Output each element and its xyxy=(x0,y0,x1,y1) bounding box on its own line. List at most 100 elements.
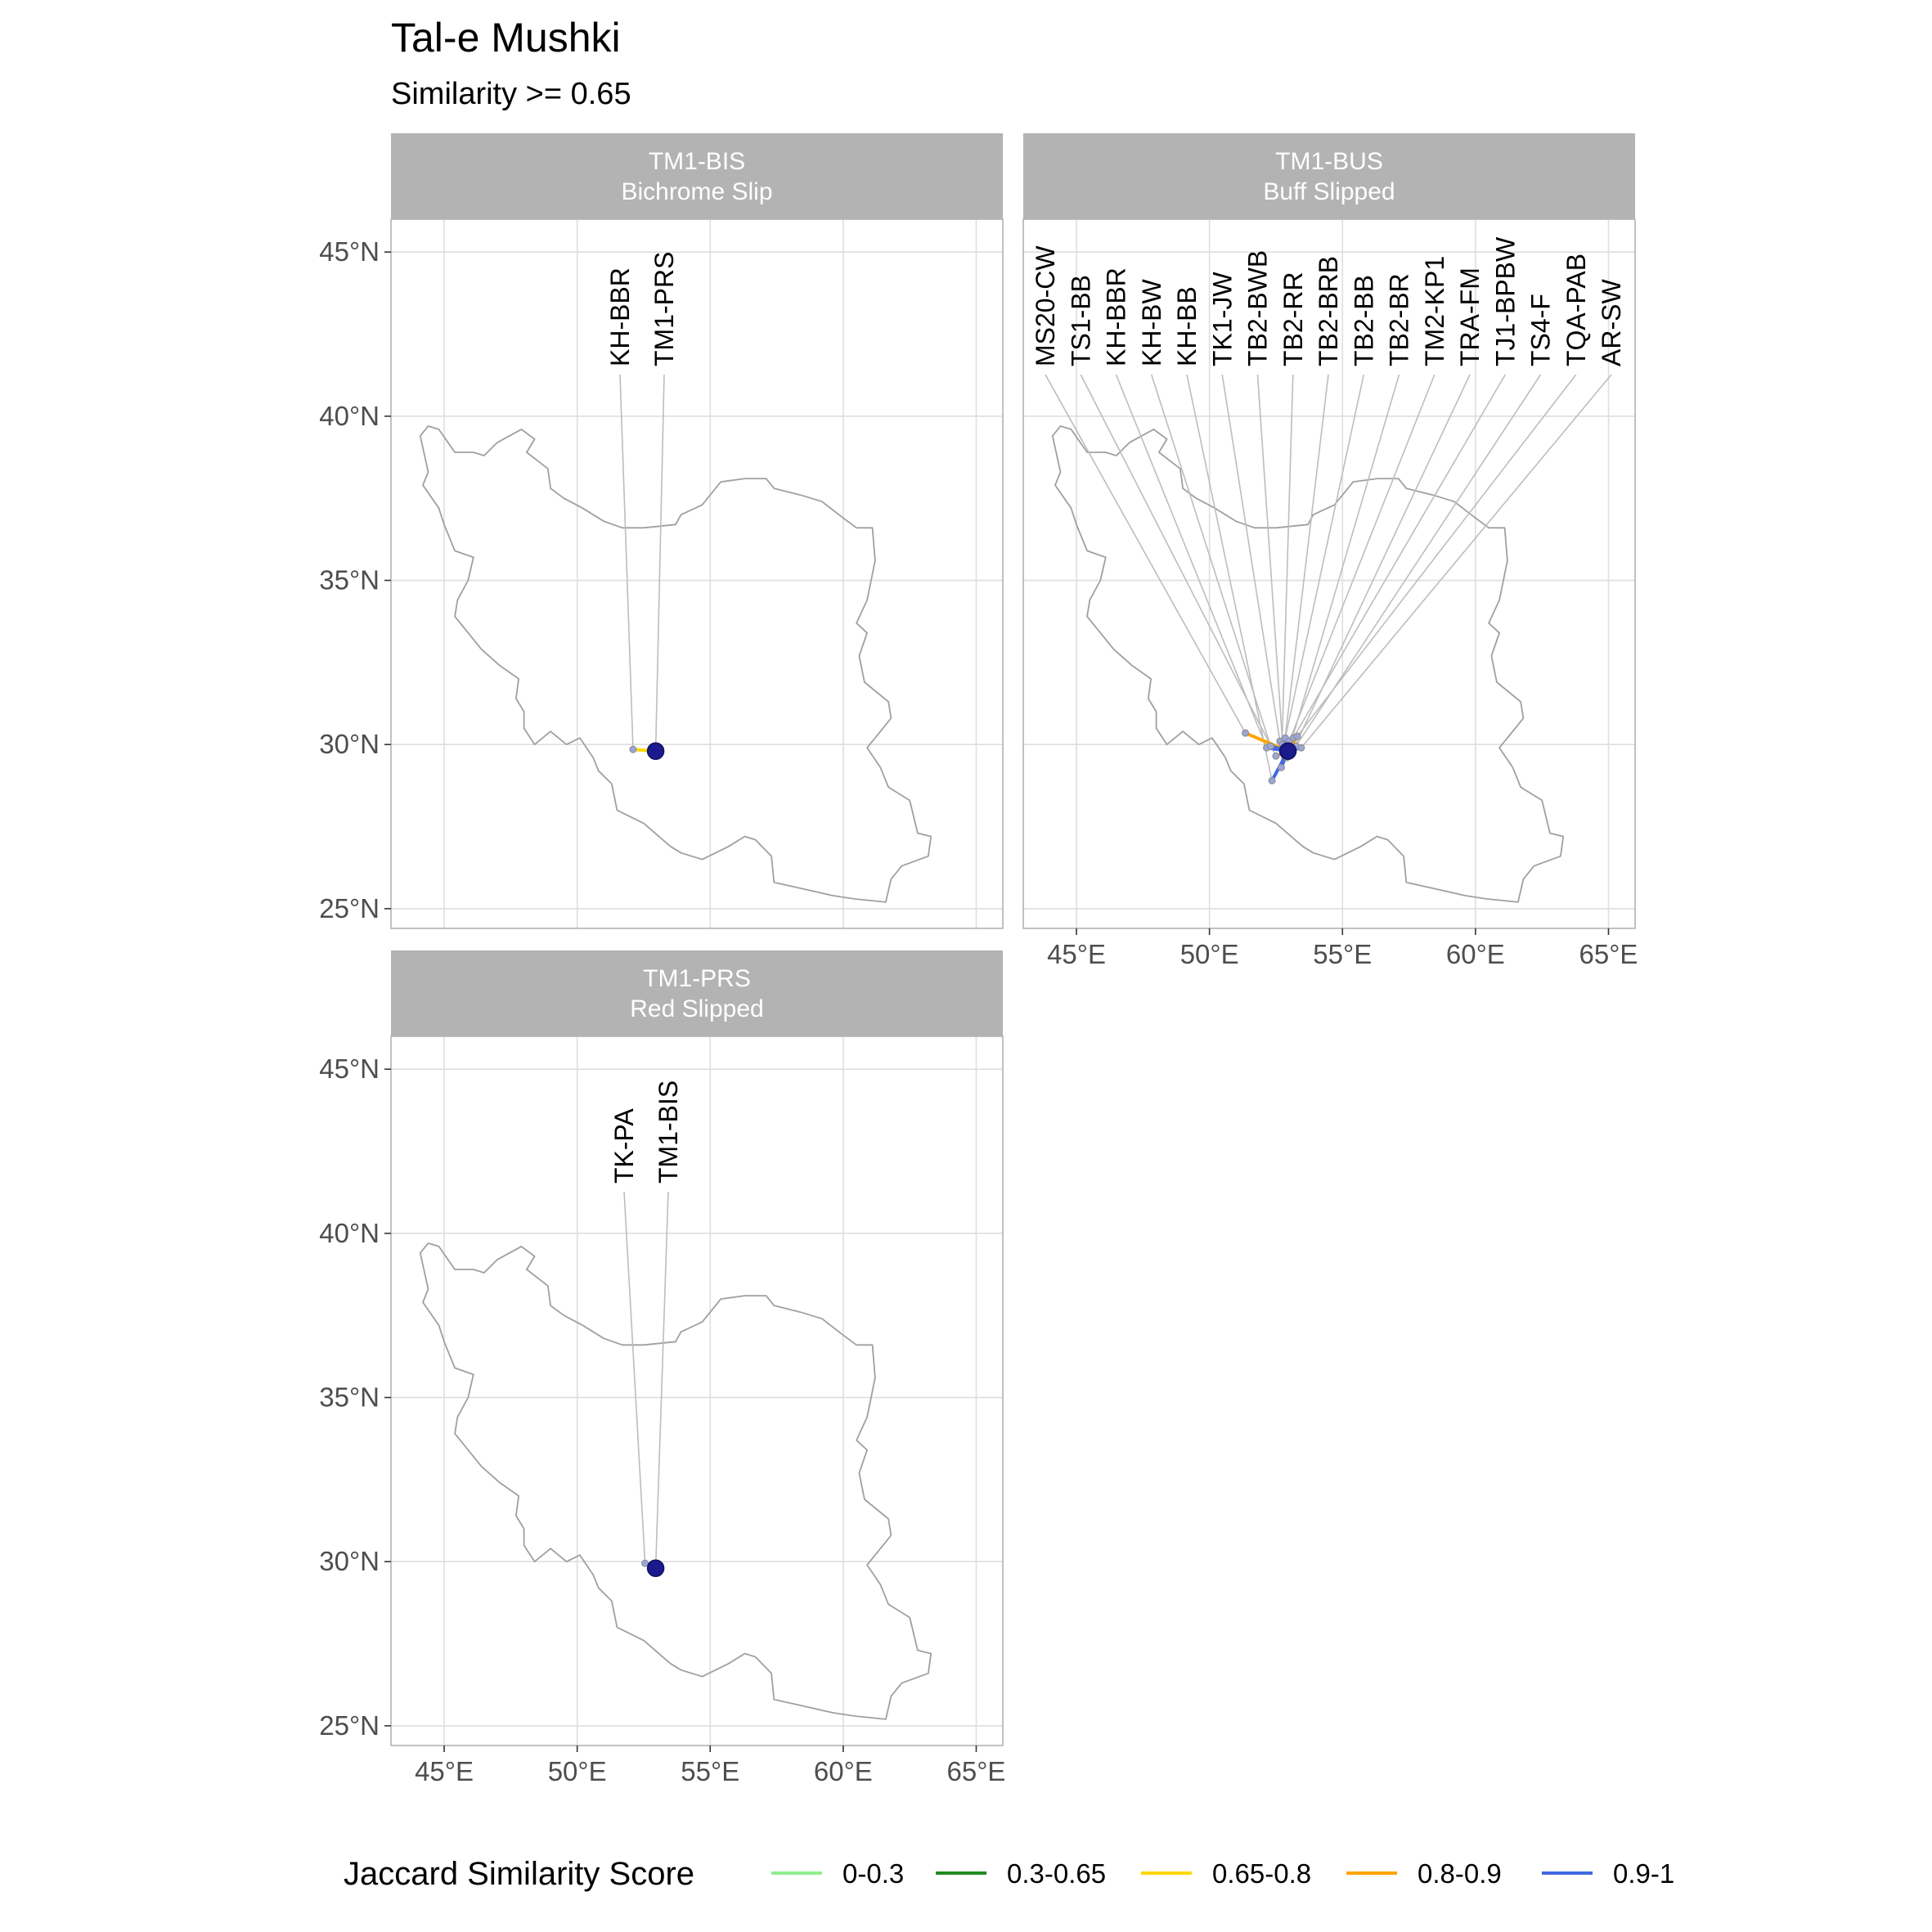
related-site-point xyxy=(1272,752,1280,760)
leader-line xyxy=(654,374,665,752)
facet-strip-code: TM1-BUS xyxy=(1275,148,1383,175)
leader-line xyxy=(1186,374,1273,781)
related-site-point xyxy=(1293,732,1301,740)
facet-strip xyxy=(391,133,1003,219)
y-tick-label: 25°N xyxy=(319,1710,380,1741)
origin-site-point xyxy=(646,1559,665,1577)
x-tick-label: 50°E xyxy=(1180,939,1239,969)
site-label: KH-BBR xyxy=(605,267,635,366)
legend-label: 0.8-0.9 xyxy=(1418,1858,1502,1889)
y-tick-label: 30°N xyxy=(319,1546,380,1576)
site-label: TB2-RR xyxy=(1278,272,1308,366)
related-site-point xyxy=(1268,776,1276,784)
legend-label: 0-0.3 xyxy=(842,1858,904,1889)
leader-line xyxy=(1221,374,1281,742)
panel-border xyxy=(390,1036,1004,1746)
related-site-point xyxy=(1266,742,1274,750)
facet-strip-name: Buff Slipped xyxy=(1263,178,1395,205)
panel-background xyxy=(1023,219,1635,928)
site-label: KH-BB xyxy=(1172,286,1202,366)
site-label: TM1-PRS xyxy=(649,252,679,366)
facet-strip-code: TM1-PRS xyxy=(643,965,751,992)
leader-line xyxy=(1150,374,1272,747)
x-tick-label: 60°E xyxy=(1446,939,1505,969)
site-label: TB2-BR xyxy=(1385,273,1414,366)
site-label: TB2-BWB xyxy=(1243,250,1273,366)
x-tick-label: 50°E xyxy=(548,1756,607,1786)
site-label: TM1-BIS xyxy=(654,1081,683,1184)
site-label: TRA-FM xyxy=(1455,267,1485,366)
facet-strip-name: Bichrome Slip xyxy=(621,178,772,205)
facet-panel-tm1-bis: TM1-BIS Bichrome Slip KH-BBR TM1-PRS 25°N 30°… xyxy=(319,133,1004,929)
leader-line xyxy=(1286,374,1400,758)
legend-label: 0.3-0.65 xyxy=(1007,1858,1106,1889)
y-tick-label: 25°N xyxy=(319,893,380,923)
site-label: TS1-BB xyxy=(1066,275,1095,366)
y-tick-label: 40°N xyxy=(319,1218,380,1248)
origin-site-point xyxy=(1278,742,1297,760)
x-tick-label: 60°E xyxy=(814,1756,873,1786)
gridlines xyxy=(391,1036,1003,1746)
country-outline xyxy=(419,1242,932,1720)
figure-subtitle: Similarity >= 0.65 xyxy=(391,77,631,111)
panel-background xyxy=(391,1036,1003,1746)
leader-line xyxy=(1292,374,1506,739)
site-label: TK-PA xyxy=(609,1108,639,1184)
legend-title: Jaccard Similarity Score xyxy=(344,1856,694,1892)
facet-strip-name: Red Slipped xyxy=(630,995,763,1022)
legend: Jaccard Similarity Score 0-0.3 0.3-0.65 0.6… xyxy=(344,1856,1674,1892)
x-tick-label: 65°E xyxy=(947,1756,1006,1786)
leader-line xyxy=(1256,374,1283,745)
country-outline xyxy=(419,425,932,903)
site-label: TB2-BRB xyxy=(1314,256,1343,366)
leader-line xyxy=(623,1191,646,1564)
leader-line xyxy=(1280,374,1294,768)
related-site-point xyxy=(1242,729,1250,737)
x-tick-label: 65°E xyxy=(1579,939,1638,969)
y-tick-label: 35°N xyxy=(319,1382,380,1413)
x-tick-label: 45°E xyxy=(1047,939,1106,969)
panel-background xyxy=(391,219,1003,928)
leader-line xyxy=(1080,374,1277,757)
y-tick-label: 45°N xyxy=(319,1054,380,1084)
leader-line xyxy=(654,1191,669,1569)
site-label: TJ1-BPBW xyxy=(1490,236,1520,366)
facet-panels: TM1-BIS Bichrome Slip KH-BBR TM1-PRS 25°N 30°… xyxy=(319,133,1638,1786)
leader-line xyxy=(619,374,634,750)
site-label: TB2-BB xyxy=(1349,275,1378,366)
site-label: KH-BW xyxy=(1137,279,1166,366)
gridlines xyxy=(1023,219,1635,928)
country-outline xyxy=(1051,425,1565,903)
legend-label: 0.9-1 xyxy=(1613,1858,1674,1889)
facet-strip xyxy=(1023,133,1635,219)
site-label: KH-BBR xyxy=(1102,267,1131,366)
related-site-point xyxy=(641,1559,649,1567)
origin-site-point xyxy=(646,742,665,760)
y-tick-label: 40°N xyxy=(319,401,380,431)
site-label: TS4-F xyxy=(1526,294,1556,366)
y-tick-label: 35°N xyxy=(319,565,380,595)
facet-strip-code: TM1-BIS xyxy=(649,148,745,175)
site-label: AR-SW xyxy=(1597,279,1626,366)
related-site-point xyxy=(1277,763,1285,771)
leader-line xyxy=(1045,374,1247,734)
site-label: TK1-JW xyxy=(1207,272,1237,366)
leader-line xyxy=(1288,374,1436,742)
x-tick-label: 45°E xyxy=(415,1756,474,1786)
leader-line xyxy=(1296,374,1577,737)
leader-line xyxy=(1283,374,1329,748)
legend-label: 0.65-0.8 xyxy=(1212,1858,1311,1889)
leader-line xyxy=(1115,374,1268,748)
facet-strip xyxy=(391,950,1003,1036)
gridlines xyxy=(391,219,1003,928)
site-label: TQA-PAB xyxy=(1561,254,1591,366)
panel-border xyxy=(390,218,1004,929)
figure-title: Tal-e Mushki xyxy=(391,15,621,61)
site-label: TM2-KP1 xyxy=(1420,256,1449,366)
site-label: MS20-CW xyxy=(1031,245,1060,366)
x-tick-label: 55°E xyxy=(1313,939,1372,969)
related-site-point xyxy=(1297,744,1305,752)
